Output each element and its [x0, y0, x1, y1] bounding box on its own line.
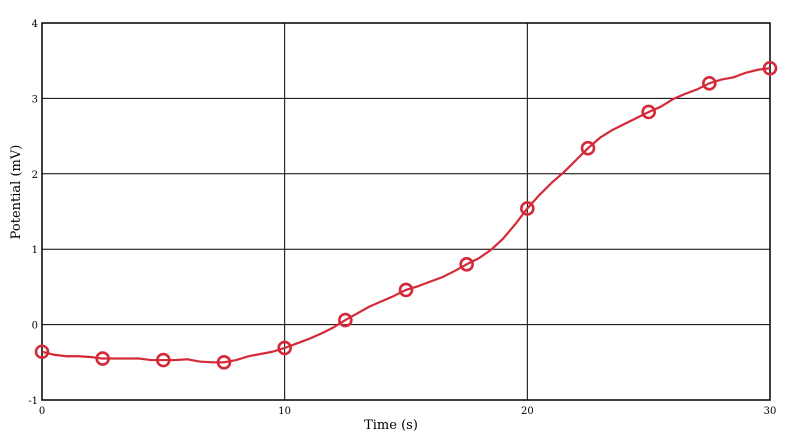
y-tick-label: 1 [32, 245, 38, 256]
x-tick-labels: 0 10 20 30 [39, 406, 777, 417]
data-point [459, 256, 474, 272]
data-point [338, 312, 353, 328]
y-axis-title: Potential (mV) [9, 145, 24, 240]
data-point [277, 340, 292, 356]
data-point [641, 104, 656, 120]
data-point [156, 352, 171, 368]
y-tick-label: 4 [32, 19, 38, 30]
x-tick-label: 0 [39, 406, 45, 417]
data-point [762, 60, 778, 76]
data-point [580, 140, 596, 156]
grid [42, 23, 770, 400]
data-point [702, 76, 717, 91]
x-tick-label: 20 [521, 406, 534, 417]
data-point [95, 351, 110, 366]
data-point [216, 354, 232, 370]
plot-frame [41, 22, 771, 401]
x-tick-label: 10 [278, 406, 291, 417]
y-tick-label: 2 [32, 170, 38, 181]
y-tick-labels: -1 0 1 2 3 4 [28, 19, 38, 407]
data-point [34, 344, 50, 360]
series-layer [34, 60, 778, 370]
data-point [520, 201, 535, 216]
y-tick-label: -1 [28, 396, 38, 407]
series-line [42, 67, 770, 364]
data-point [398, 282, 414, 298]
x-axis-title: Time (s) [364, 418, 418, 433]
y-tick-label: 3 [32, 94, 38, 105]
x-tick-label: 30 [764, 406, 777, 417]
y-tick-label: 0 [32, 321, 38, 332]
